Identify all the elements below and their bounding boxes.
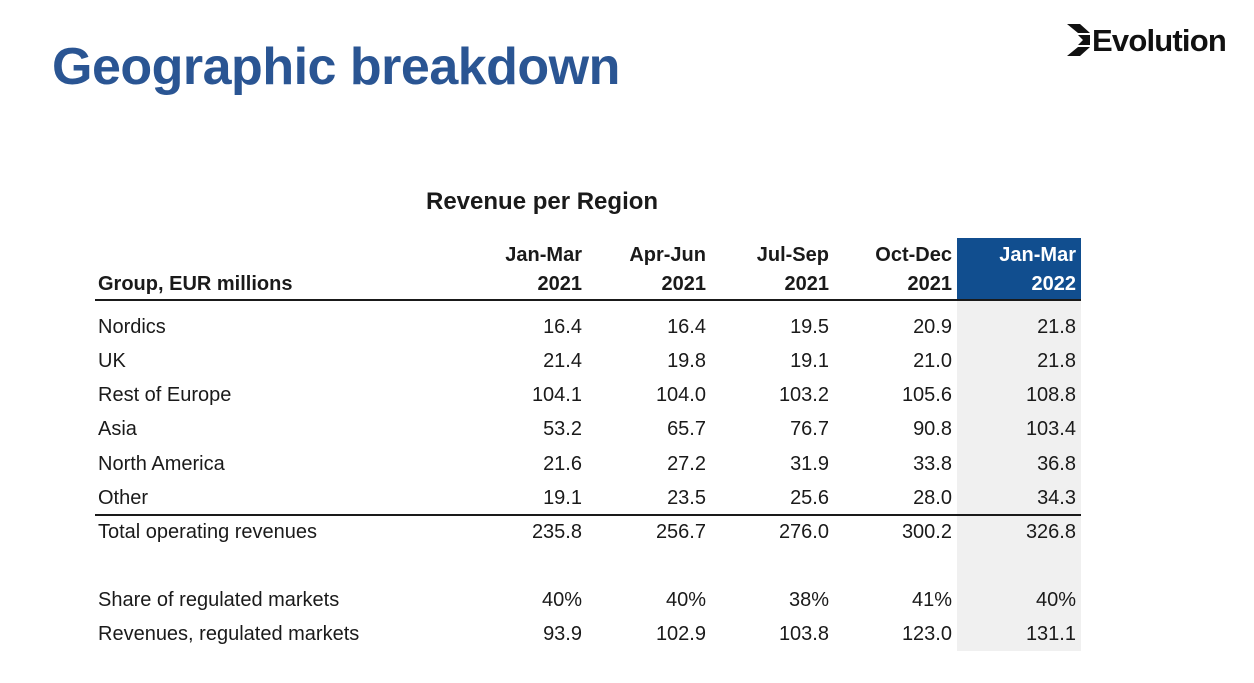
cell-value: 40%: [1035, 589, 1076, 611]
cell-value: 20.9: [913, 316, 952, 338]
cell-value: 103.2: [778, 384, 829, 406]
cell-value: 25.6: [790, 487, 829, 509]
row-label: Asia: [98, 418, 137, 440]
cell-value: 38%: [788, 589, 829, 611]
table-row-rest-of-europe: Rest of Europe 104.1 104.0 103.2 105.6 1…: [0, 378, 1254, 412]
column-header-year: 2021: [661, 273, 707, 295]
row-label: Nordics: [98, 316, 166, 338]
cell-value: 27.2: [667, 453, 706, 475]
cell-value: 16.4: [667, 316, 706, 338]
column-header-q1-2021: Jan-Mar 2021: [505, 241, 582, 299]
table-row-revenues-regulated-markets: Revenues, regulated markets 93.9 102.9 1…: [0, 617, 1254, 651]
table-row-uk: UK 21.4 19.8 19.1 21.0 21.8: [0, 344, 1254, 378]
cell-value: 326.8: [1025, 521, 1076, 543]
column-header-year: 2021: [537, 273, 583, 295]
cell-value: 90.8: [913, 418, 952, 440]
column-header-period: Jan-Mar: [505, 244, 582, 266]
column-header-period: Oct-Dec: [875, 244, 952, 266]
column-header-year: 2022: [1031, 273, 1077, 295]
row-label: Other: [98, 487, 149, 509]
cell-value: 34.3: [1037, 487, 1076, 509]
cell-value: 36.8: [1037, 453, 1076, 475]
cell-value: 108.8: [1025, 384, 1076, 406]
column-header-q2-2021: Apr-Jun 2021: [629, 241, 706, 299]
cell-value: 21.8: [1037, 316, 1076, 338]
cell-value: 23.5: [667, 487, 706, 509]
cell-value: 28.0: [913, 487, 952, 509]
cell-value: 16.4: [543, 316, 582, 338]
cell-value: 31.9: [790, 453, 829, 475]
cell-value: 235.8: [531, 521, 582, 543]
cell-value: 33.8: [913, 453, 952, 475]
cell-value: 131.1: [1025, 623, 1076, 645]
cell-value: 19.5: [790, 316, 829, 338]
total-divider: [95, 514, 1081, 516]
cell-value: 21.4: [543, 350, 582, 372]
table-title: Revenue per Region: [426, 188, 659, 215]
logo-wordmark: Evolution: [1092, 22, 1227, 58]
cell-value: 256.7: [655, 521, 706, 543]
cell-value: 21.8: [1037, 350, 1076, 372]
column-header-q3-2021: Jul-Sep 2021: [757, 241, 829, 299]
highlight-column-background: [957, 300, 1081, 651]
highlight-header-background: [957, 238, 1081, 300]
row-label: Revenues, regulated markets: [98, 623, 360, 645]
column-header-q4-2021: Oct-Dec 2021: [875, 241, 952, 299]
cell-value: 19.8: [667, 350, 706, 372]
column-header-year: 2021: [907, 273, 953, 295]
column-header-q1-2022: Jan-Mar 2022: [999, 241, 1076, 299]
cell-value: 103.4: [1025, 418, 1076, 440]
row-label: UK: [98, 350, 126, 372]
cell-value: 41%: [911, 589, 952, 611]
row-label: Share of regulated markets: [98, 589, 340, 611]
cell-value: 102.9: [655, 623, 706, 645]
cell-value: 19.1: [543, 487, 582, 509]
cell-value: 53.2: [543, 418, 582, 440]
column-header-period: Apr-Jun: [629, 244, 706, 266]
table-row-share-of-regulated-markets: Share of regulated markets 40% 40% 38% 4…: [0, 583, 1254, 617]
cell-value: 103.8: [778, 623, 829, 645]
cell-value: 104.0: [655, 384, 706, 406]
table-row-asia: Asia 53.2 65.7 76.7 90.8 103.4: [0, 412, 1254, 446]
cell-value: 40%: [541, 589, 582, 611]
table-row-north-america: North America 21.6 27.2 31.9 33.8 36.8: [0, 447, 1254, 481]
cell-value: 19.1: [790, 350, 829, 372]
row-label: Total operating revenues: [98, 521, 318, 543]
cell-value: 65.7: [667, 418, 706, 440]
evolution-chevron-icon: [1067, 24, 1090, 56]
evolution-logo: Evolution: [1066, 20, 1227, 60]
cell-value: 21.0: [913, 350, 952, 372]
table-row-nordics: Nordics 16.4 16.4 19.5 20.9 21.8: [0, 310, 1254, 344]
cell-value: 76.7: [790, 418, 829, 440]
cell-value: 123.0: [901, 623, 952, 645]
row-header-label: Group, EUR millions: [98, 273, 293, 295]
cell-value: 105.6: [901, 384, 952, 406]
cell-value: 40%: [665, 589, 706, 611]
column-header-year: 2021: [784, 273, 830, 295]
page-title: Geographic breakdown: [52, 38, 620, 96]
cell-value: 300.2: [901, 521, 952, 543]
header-divider: [95, 299, 1081, 301]
column-header-period: Jul-Sep: [756, 244, 829, 266]
row-label: Rest of Europe: [98, 384, 232, 406]
row-label: North America: [98, 453, 225, 475]
cell-value: 276.0: [778, 521, 829, 543]
table-row-other: Other 19.1 23.5 25.6 28.0 34.3: [0, 481, 1254, 515]
cell-value: 21.6: [543, 453, 582, 475]
column-header-period: Jan-Mar: [999, 244, 1076, 266]
cell-value: 104.1: [531, 384, 582, 406]
cell-value: 93.9: [543, 623, 582, 645]
table-row-total-operating-revenues: Total operating revenues 235.8 256.7 276…: [0, 515, 1254, 549]
